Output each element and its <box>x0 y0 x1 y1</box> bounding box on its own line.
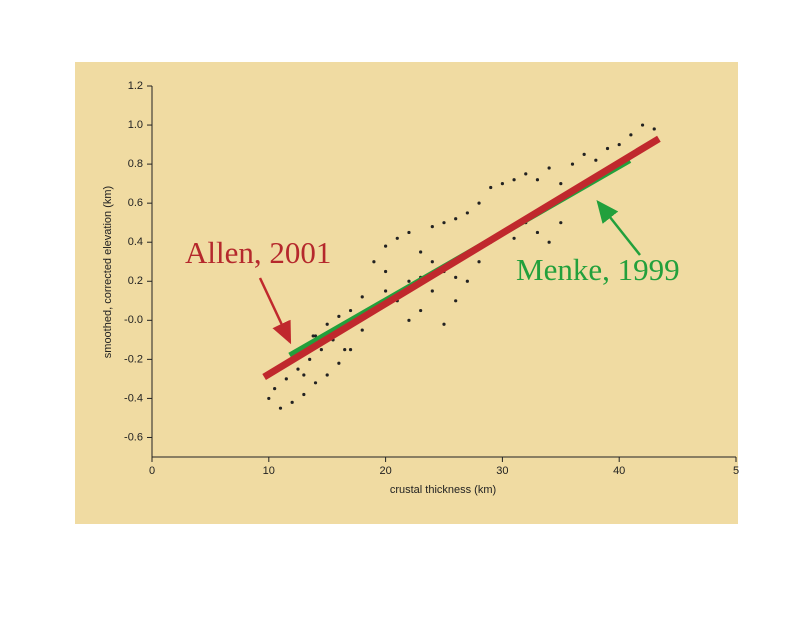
scatter-point <box>605 146 610 151</box>
scatter-point <box>360 295 364 299</box>
scatter-point <box>477 260 481 264</box>
y-tick-label: -0.6 <box>124 431 143 443</box>
scatter-point <box>290 400 294 404</box>
scatter-point <box>465 211 469 215</box>
scatter-point <box>547 166 551 170</box>
y-tick-label: -0.0 <box>124 314 143 326</box>
x-axis-label: crustal thickness (km) <box>390 484 496 496</box>
scatter-point <box>384 244 388 248</box>
scatter-point <box>594 158 598 162</box>
scatter-point <box>559 182 563 186</box>
annotation-arrow <box>596 200 641 256</box>
scatter-point <box>384 269 388 274</box>
y-tick-label: 0.8 <box>128 158 143 170</box>
scatter-point <box>512 178 516 182</box>
scatter-point <box>570 162 575 166</box>
y-axis-label: smoothed, corrected elevation (km) <box>102 186 114 358</box>
x-tick-label: 20 <box>379 465 391 477</box>
scatter-point <box>337 314 341 319</box>
scatter-point <box>325 322 329 326</box>
y-tick-label: 1.2 <box>128 80 143 92</box>
scatter-point <box>442 322 446 326</box>
scatter-point <box>419 308 423 313</box>
scatter-point <box>348 308 353 313</box>
y-tick-label: -0.4 <box>124 392 143 404</box>
scatter-point <box>477 201 481 205</box>
scatter-point <box>500 182 504 186</box>
scatter-point <box>442 221 446 225</box>
scatter-point <box>407 279 411 283</box>
scatter-point <box>547 240 551 244</box>
scatter-point <box>308 357 312 361</box>
scatter-point <box>343 348 347 352</box>
scatter-point <box>454 275 458 279</box>
scatter-point <box>407 230 411 235</box>
scatter-point <box>489 185 493 190</box>
line-label: Menke, 1999 <box>516 252 680 287</box>
scatter-point <box>267 396 271 401</box>
scatter-point <box>419 250 423 254</box>
annotation-arrow <box>258 277 292 345</box>
scatter-point <box>348 348 353 352</box>
scatter-point <box>311 334 315 338</box>
scatter-point <box>360 328 364 332</box>
scatter-point <box>535 178 540 182</box>
scatter-point <box>325 373 329 377</box>
scatter-point <box>629 133 633 137</box>
scatter-point <box>407 318 411 322</box>
scatter-point <box>454 299 458 303</box>
scatter-point <box>524 172 528 176</box>
scatter-point <box>559 221 563 225</box>
scatter-point <box>372 260 376 264</box>
scatter-point <box>430 260 434 264</box>
line-label: Allen, 2001 <box>185 235 331 270</box>
x-tick-label: 30 <box>496 465 508 477</box>
scatter-point <box>465 279 469 283</box>
scatter-point <box>273 387 277 391</box>
y-tick-label: 0.6 <box>128 197 143 209</box>
scatter-point <box>640 123 645 127</box>
scatter-point <box>313 334 318 338</box>
scatter-point <box>284 377 288 381</box>
scatter-point <box>319 348 323 352</box>
scatter-point <box>302 392 306 397</box>
scatter-point <box>652 127 656 131</box>
y-tick-label: 0.2 <box>128 275 143 287</box>
scatter-point <box>395 236 399 240</box>
scatter-point <box>296 367 300 371</box>
x-tick-label: 0 <box>149 465 155 477</box>
x-tick-label: 10 <box>263 465 275 477</box>
scatter-point <box>454 217 458 221</box>
y-tick-label: 0.4 <box>128 236 143 248</box>
x-tick-label: 5 <box>733 465 739 477</box>
scatter-point <box>313 381 318 385</box>
scatter-point <box>430 289 434 293</box>
scatter-point <box>384 289 388 293</box>
scatter-point <box>302 373 306 377</box>
y-tick-label: -0.2 <box>124 353 143 365</box>
y-tick-label: 1.0 <box>128 119 143 131</box>
fit-line <box>262 135 661 380</box>
scatter-point <box>512 236 516 240</box>
scatter-point <box>337 361 341 365</box>
scatter-point <box>278 406 283 410</box>
scatter-point <box>430 224 434 229</box>
scatter-point <box>582 152 586 156</box>
scatter-point <box>617 142 621 147</box>
scatter-point <box>535 230 540 235</box>
x-tick-label: 40 <box>613 465 625 477</box>
